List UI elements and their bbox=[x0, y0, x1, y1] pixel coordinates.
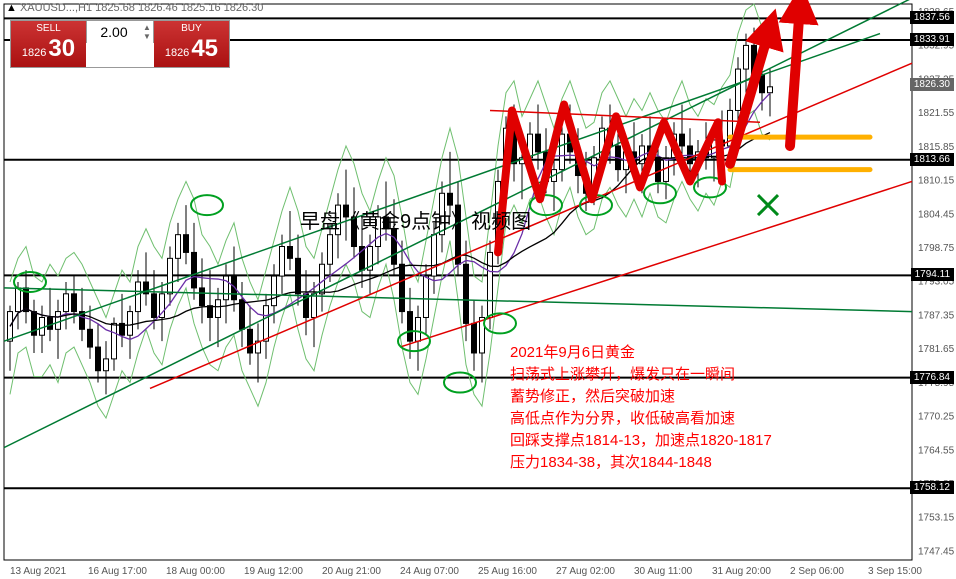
annot-line-0: 2021年9月6日黄金 bbox=[510, 342, 772, 364]
ohlc-l: 1825.16 bbox=[181, 2, 221, 14]
svg-text:1810.15: 1810.15 bbox=[918, 176, 955, 187]
svg-text:2 Sep 06:00: 2 Sep 06:00 bbox=[790, 566, 844, 577]
ohlc-c: 1826.30 bbox=[224, 2, 264, 14]
chart-overlay-title: 早盘《黄金9点钟》视频图 bbox=[300, 205, 531, 234]
svg-text:1747.45: 1747.45 bbox=[918, 546, 955, 557]
svg-text:3 Sep 15:00: 3 Sep 15:00 bbox=[868, 566, 922, 577]
price-label: 1758.12 bbox=[910, 481, 954, 494]
svg-text:20 Aug 21:00: 20 Aug 21:00 bbox=[322, 566, 381, 577]
qty-down-arrow[interactable]: ▼ bbox=[143, 32, 151, 41]
buy-button[interactable]: BUY 1826 45 bbox=[154, 21, 229, 67]
price-label: 1776.84 bbox=[910, 371, 954, 384]
svg-text:1764.55: 1764.55 bbox=[918, 445, 955, 456]
svg-text:19 Aug 12:00: 19 Aug 12:00 bbox=[244, 566, 303, 577]
svg-text:30 Aug 11:00: 30 Aug 11:00 bbox=[634, 566, 693, 577]
svg-text:16 Aug 17:00: 16 Aug 17:00 bbox=[88, 566, 147, 577]
svg-text:25 Aug 16:00: 25 Aug 16:00 bbox=[478, 566, 537, 577]
annot-line-5: 压力1834-38，其次1844-1848 bbox=[510, 452, 772, 474]
indicator-dot: ▲ bbox=[6, 2, 17, 14]
annot-line-1: 扫荡式上涨攀升，爆发只在一瞬间 bbox=[510, 364, 772, 386]
chart-canvas[interactable]: 1747.451753.151758.851764.551770.251775.… bbox=[0, 0, 956, 579]
buy-label: BUY bbox=[154, 21, 229, 34]
svg-text:24 Aug 07:00: 24 Aug 07:00 bbox=[400, 566, 459, 577]
trade-panel: SELL 1826 30 ▲ ▼ BUY 1826 45 bbox=[10, 20, 230, 68]
svg-text:1770.25: 1770.25 bbox=[918, 412, 955, 423]
qty-input[interactable] bbox=[87, 23, 141, 41]
price-label: 1833.91 bbox=[910, 33, 954, 46]
annot-line-4: 回踩支撑点1814-13，加速点1820-1817 bbox=[510, 430, 772, 452]
buy-price-small: 1826 bbox=[165, 47, 189, 59]
buy-price-big: 45 bbox=[191, 35, 218, 63]
sell-label: SELL bbox=[11, 21, 86, 34]
price-label: 1794.11 bbox=[911, 268, 954, 281]
svg-text:1815.85: 1815.85 bbox=[918, 142, 955, 153]
ohlc-h: 1826.46 bbox=[138, 2, 178, 14]
svg-text:1821.55: 1821.55 bbox=[918, 108, 955, 119]
svg-text:1798.75: 1798.75 bbox=[918, 243, 955, 254]
symbol-text: XAUUSD...,H1 bbox=[20, 2, 92, 14]
svg-text:18 Aug 00:00: 18 Aug 00:00 bbox=[166, 566, 225, 577]
sell-price-big: 30 bbox=[48, 35, 75, 63]
svg-text:1753.15: 1753.15 bbox=[918, 513, 955, 524]
qty-field[interactable]: ▲ ▼ bbox=[86, 21, 154, 43]
price-label: 1826.30 bbox=[910, 78, 954, 91]
svg-text:13 Aug 2021: 13 Aug 2021 bbox=[10, 566, 67, 577]
header-bar: ▲ XAUUSD...,H1 1825.68 1826.46 1825.16 1… bbox=[0, 0, 269, 16]
qty-up-arrow[interactable]: ▲ bbox=[143, 23, 151, 32]
svg-text:1781.65: 1781.65 bbox=[918, 344, 955, 355]
svg-text:31 Aug 20:00: 31 Aug 20:00 bbox=[712, 566, 771, 577]
chart-container: ▲ XAUUSD...,H1 1825.68 1826.46 1825.16 1… bbox=[0, 0, 956, 579]
price-label: 1813.66 bbox=[910, 153, 954, 166]
svg-text:1804.45: 1804.45 bbox=[918, 209, 955, 220]
price-label: 1837.56 bbox=[910, 11, 954, 24]
svg-text:1787.35: 1787.35 bbox=[918, 310, 955, 321]
svg-text:27 Aug 02:00: 27 Aug 02:00 bbox=[556, 566, 615, 577]
sell-button[interactable]: SELL 1826 30 bbox=[11, 21, 86, 67]
annot-line-2: 蓄势修正，然后突破加速 bbox=[510, 386, 772, 408]
annot-line-3: 高低点作为分界，收低破高看加速 bbox=[510, 408, 772, 430]
sell-price-small: 1826 bbox=[22, 47, 46, 59]
ohlc-o: 1825.68 bbox=[95, 2, 135, 14]
